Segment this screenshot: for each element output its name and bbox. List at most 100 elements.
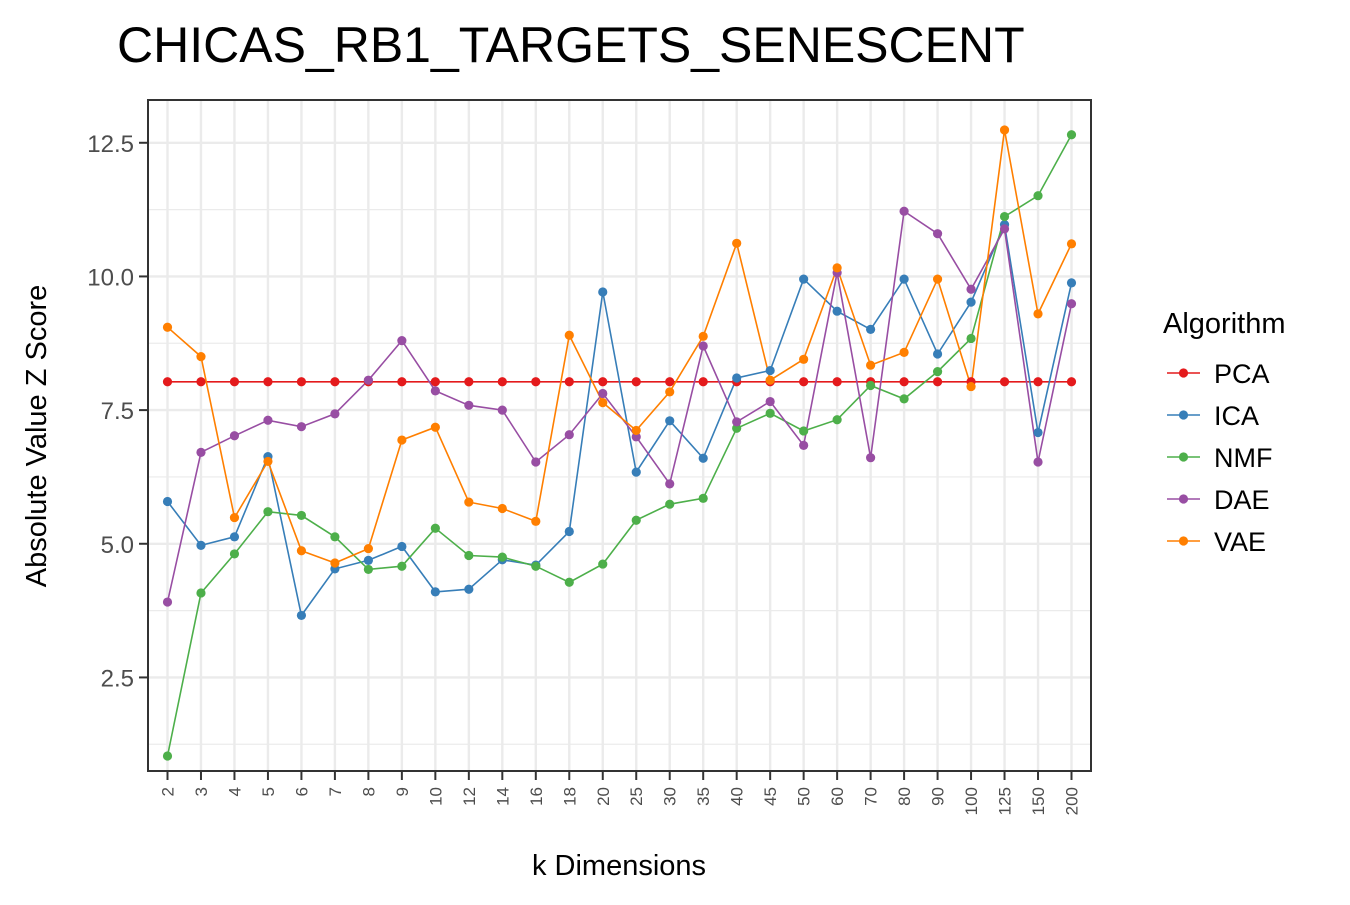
data-point-dae xyxy=(665,479,675,489)
legend-key-point-ica xyxy=(1178,410,1189,420)
data-point-dae xyxy=(430,386,440,396)
data-point-ica xyxy=(698,453,708,463)
data-point-ica xyxy=(430,587,440,597)
data-point-nmf xyxy=(765,408,775,418)
data-point-nmf xyxy=(564,577,574,587)
data-point-ica xyxy=(296,610,307,621)
data-point-pca xyxy=(932,377,943,387)
data-point-dae xyxy=(263,415,273,425)
legend-label-ica: ICA xyxy=(1214,401,1259,431)
data-point-dae xyxy=(899,206,909,216)
data-point-pca xyxy=(598,377,608,387)
data-point-ica xyxy=(564,526,574,537)
data-point-pca xyxy=(1066,377,1077,387)
data-point-ica xyxy=(832,306,842,316)
x-tick-label: 45 xyxy=(761,787,780,806)
data-point-vae xyxy=(229,512,240,523)
y-tick-label: 2.5 xyxy=(101,665,134,692)
data-point-nmf xyxy=(999,211,1010,222)
chart-title: CHICAS_RB1_TARGETS_SENESCENT xyxy=(117,17,1025,73)
data-point-dae xyxy=(932,229,943,239)
x-tick-label: 40 xyxy=(728,787,747,806)
data-point-nmf xyxy=(397,561,407,571)
data-point-vae xyxy=(732,238,742,248)
data-point-vae xyxy=(1066,239,1077,249)
data-point-nmf xyxy=(966,333,976,344)
legend-label-dae: DAE xyxy=(1214,485,1270,515)
data-point-ica xyxy=(162,496,173,507)
series-line-dae xyxy=(166,209,1073,603)
x-tick-label: 35 xyxy=(694,787,713,806)
legend-key-point-dae xyxy=(1178,494,1189,504)
data-point-nmf xyxy=(799,426,809,436)
data-point-ica xyxy=(363,555,373,565)
data-point-nmf xyxy=(263,507,273,517)
x-tick-label: 100 xyxy=(962,787,981,815)
data-point-ica xyxy=(631,467,641,477)
data-point-nmf xyxy=(598,559,608,569)
data-points xyxy=(162,125,1077,761)
data-point-vae xyxy=(765,375,775,385)
data-point-dae xyxy=(999,224,1010,234)
data-point-dae xyxy=(765,396,775,407)
x-tick-label: 200 xyxy=(1063,787,1082,815)
data-point-dae xyxy=(162,597,173,607)
data-point-nmf xyxy=(1033,191,1043,201)
data-point-nmf xyxy=(330,532,340,542)
data-point-nmf xyxy=(631,515,641,525)
legend-key-point-nmf xyxy=(1178,452,1189,462)
plot-panel-border xyxy=(147,99,1092,772)
data-point-pca xyxy=(196,377,206,387)
data-point-vae xyxy=(1033,309,1043,319)
data-point-dae xyxy=(598,388,608,399)
x-tick-label: 150 xyxy=(1029,787,1048,815)
x-tick-label: 8 xyxy=(359,787,378,796)
data-point-pca xyxy=(899,377,909,387)
data-point-vae xyxy=(832,263,842,273)
legend-title: Algorithm xyxy=(1163,308,1286,340)
data-point-vae xyxy=(497,503,507,514)
x-axis-label: k Dimensions xyxy=(532,850,706,882)
data-point-vae xyxy=(330,558,340,568)
data-point-pca xyxy=(330,377,340,387)
data-point-nmf xyxy=(196,588,206,598)
data-point-ica xyxy=(196,540,206,550)
x-tick-label: 25 xyxy=(627,787,646,806)
x-tick-label: 18 xyxy=(560,787,579,806)
data-point-vae xyxy=(464,497,474,507)
data-point-pca xyxy=(397,377,407,387)
legend-key-point-vae xyxy=(1178,536,1189,546)
data-point-vae xyxy=(698,331,708,341)
data-point-vae xyxy=(430,422,440,432)
data-point-nmf xyxy=(665,499,675,509)
data-point-nmf xyxy=(497,552,507,562)
x-tick-label: 20 xyxy=(594,787,613,806)
data-point-pca xyxy=(464,377,474,387)
x-tick-label: 14 xyxy=(493,787,512,806)
data-point-dae xyxy=(698,341,708,351)
data-point-nmf xyxy=(899,394,909,404)
x-tick-label: 16 xyxy=(527,787,546,806)
data-point-vae xyxy=(598,398,608,408)
legend-label-pca: PCA xyxy=(1214,359,1270,389)
y-axis-label: Absolute Value Z Score xyxy=(21,285,53,588)
data-point-pca xyxy=(430,377,440,387)
x-tick-label: 80 xyxy=(895,787,914,806)
data-point-vae xyxy=(899,347,909,357)
y-tick-label: 12.5 xyxy=(87,131,134,158)
data-point-nmf xyxy=(363,564,373,575)
y-tick-label: 7.5 xyxy=(101,398,134,425)
data-point-vae xyxy=(564,330,574,340)
data-point-dae xyxy=(564,430,574,440)
data-point-nmf xyxy=(866,380,876,391)
legend: PCA ICA NMF DAE VAE xyxy=(1167,359,1272,557)
data-point-ica xyxy=(665,416,675,426)
data-point-pca xyxy=(497,377,507,387)
data-point-pca xyxy=(999,377,1010,387)
data-point-dae xyxy=(1066,299,1077,309)
data-point-dae xyxy=(229,431,240,441)
data-point-pca xyxy=(832,377,842,387)
data-point-dae xyxy=(531,457,541,467)
